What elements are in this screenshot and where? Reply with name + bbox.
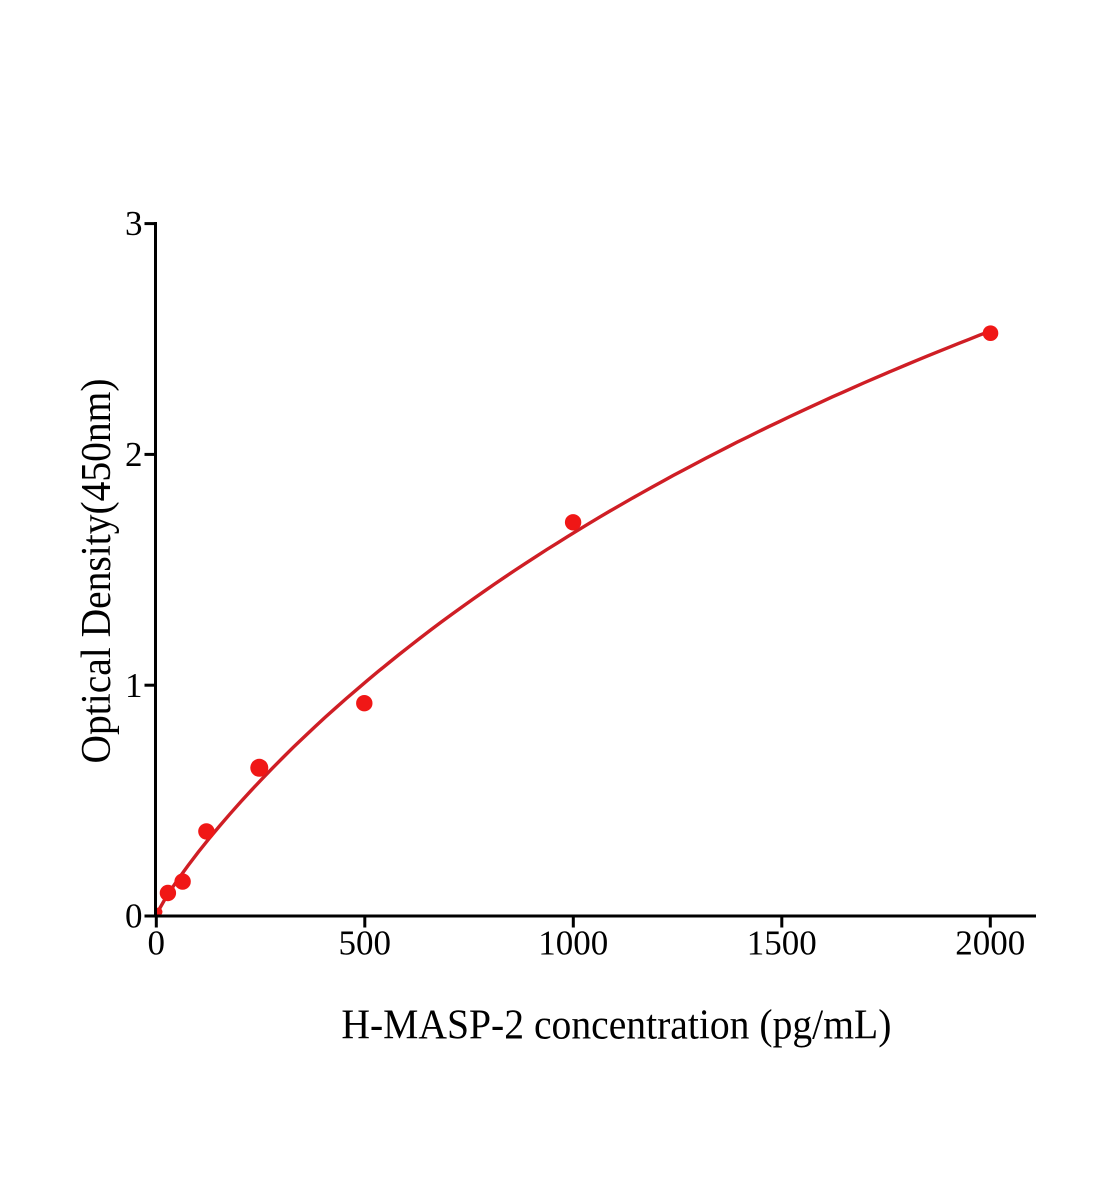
svg-text:500: 500 (339, 924, 392, 963)
svg-text:Optical Density(450nm): Optical Density(450nm) (74, 379, 120, 764)
svg-text:3: 3 (125, 204, 143, 243)
svg-text:1500: 1500 (747, 924, 817, 963)
svg-text:0: 0 (148, 924, 166, 963)
svg-text:0: 0 (125, 897, 143, 936)
svg-text:2000: 2000 (955, 924, 1025, 963)
svg-text:1: 1 (125, 666, 143, 705)
svg-text:2: 2 (125, 435, 143, 474)
svg-text:H-MASP-2 concentration (pg/mL): H-MASP-2 concentration (pg/mL) (341, 1003, 891, 1049)
svg-text:1000: 1000 (538, 924, 608, 963)
